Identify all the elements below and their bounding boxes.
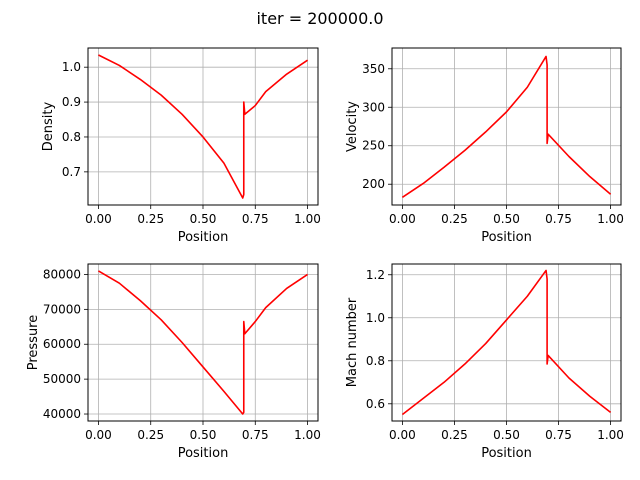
y-tick-label: 40000 [43, 407, 81, 421]
x-tick-label: 1.00 [597, 428, 624, 442]
y-tick-label: 0.7 [62, 165, 81, 179]
y-tick-label: 350 [362, 62, 385, 76]
subplot-mach-number: 0.00 0.25 0.50 0.75 1.00 0.6 0.8 1.0 1.2 Position… [345, 263, 624, 461]
x-tick-label: 0.25 [441, 212, 468, 226]
density-series-line [98, 54, 308, 199]
x-tick-label: 0.75 [242, 212, 269, 226]
subplot-pressure: 0.00 0.25 0.50 0.75 1.00 40000 50000 60000 70000… [26, 263, 321, 461]
x-axis-label: Position [178, 446, 229, 461]
y-tick-label: 250 [362, 139, 385, 153]
x-tick-label: 0.50 [190, 428, 217, 442]
x-tick-label: 0.50 [190, 212, 217, 226]
x-tick-label: 0.75 [242, 428, 269, 442]
x-tick-label: 0.00 [85, 212, 112, 226]
figure-suptitle: iter = 200000.0 [256, 9, 383, 28]
x-tick-label: 0.25 [137, 428, 164, 442]
y-tick-label: 0.9 [62, 95, 81, 109]
subplot-density: 0.00 0.25 0.50 0.75 1.00 0.7 0.8 0.9 1.0 Position… [41, 47, 321, 245]
y-tick-label: 0.6 [366, 397, 385, 411]
y-tick-label: 0.8 [62, 130, 81, 144]
x-tick-label: 0.00 [389, 428, 416, 442]
x-tick-label: 1.00 [597, 212, 624, 226]
x-tick-label: 0.00 [85, 428, 112, 442]
y-tick-label: 60000 [43, 337, 81, 351]
y-tick-label: 0.8 [366, 354, 385, 368]
x-tick-label: 0.75 [545, 212, 572, 226]
y-tick-label: 300 [362, 100, 385, 114]
x-axis-label: Position [481, 230, 532, 245]
y-tick-label: 50000 [43, 372, 81, 386]
x-tick-label: 0.50 [493, 212, 520, 226]
x-tick-label: 0.50 [493, 428, 520, 442]
y-tick-label: 1.0 [62, 60, 81, 74]
velocity-series-line [401, 55, 612, 198]
y-axis-label: Density [41, 101, 56, 151]
y-tick-label: 200 [362, 177, 385, 191]
y-axis-label: Pressure [26, 315, 41, 371]
y-tick-label: 1.0 [366, 311, 385, 325]
y-tick-label: 70000 [43, 302, 81, 316]
y-tick-label: 1.2 [366, 268, 385, 282]
x-tick-label: 0.25 [137, 212, 164, 226]
x-tick-label: 0.25 [441, 428, 468, 442]
subplot-velocity: 0.00 0.25 0.50 0.75 1.00 200 250 300 350 Position… [345, 47, 624, 245]
x-tick-label: 1.00 [294, 428, 321, 442]
x-axis-label: Position [178, 230, 229, 245]
x-axis-label: Position [481, 446, 532, 461]
x-tick-label: 0.00 [389, 212, 416, 226]
y-tick-label: 80000 [43, 267, 81, 281]
y-axis-label: Velocity [345, 101, 360, 152]
x-tick-label: 1.00 [294, 212, 321, 226]
mach-number-series-line [401, 269, 612, 416]
y-axis-label: Mach number [345, 297, 360, 387]
pressure-series-line [98, 270, 308, 415]
x-tick-label: 0.75 [545, 428, 572, 442]
